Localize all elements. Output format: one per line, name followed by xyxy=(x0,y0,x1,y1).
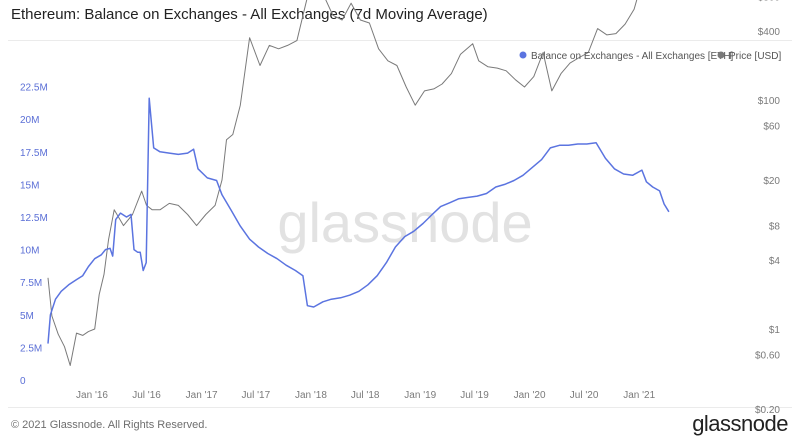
legend-marker-price xyxy=(717,51,725,59)
y-left-tick-label: 7.5M xyxy=(20,278,42,289)
y-left-tick-label: 12.5M xyxy=(20,213,48,224)
chart-title: Ethereum: Balance on Exchanges - All Exc… xyxy=(11,6,488,23)
x-tick-label: Jul '16 xyxy=(132,390,161,401)
y-left-tick-label: 17.5M xyxy=(20,148,48,159)
y-left-tick-label: 2.5M xyxy=(20,343,42,354)
footer-copyright: © 2021 Glassnode. All Rights Reserved. xyxy=(11,419,208,431)
legend-label-balance: Balance on Exchanges - All Exchanges [ET… xyxy=(531,51,734,62)
y-right-tick-label: $8 xyxy=(769,222,781,233)
y-left-tick-label: 5M xyxy=(20,311,34,322)
y-right-tick-label: $20 xyxy=(763,176,780,187)
y-left-tick-label: 22.5M xyxy=(20,83,48,94)
footer-brand-logo[interactable]: glassnode xyxy=(692,411,788,436)
y-right-tick-label: $4 xyxy=(769,256,781,267)
watermark: glassnode xyxy=(277,191,532,254)
left-axis: 0 2.5M 5M 7.5M 10M 12.5M 15M 17.5M 20M 22.5M xyxy=(20,83,48,387)
series-line-balance xyxy=(47,97,670,344)
legend: Balance on Exchanges - All Exchanges [ET… xyxy=(519,51,781,62)
legend-marker-balance xyxy=(519,51,527,59)
x-axis: Jan '16 Jul '16 Jan '17 Jul '17 Jan '18 Jul '… xyxy=(76,390,656,401)
y-right-tick-label: $100 xyxy=(758,96,781,107)
x-tick-label: Jul '17 xyxy=(242,390,271,401)
y-left-tick-label: 20M xyxy=(20,115,39,126)
x-tick-label: Jan '17 xyxy=(186,390,218,401)
y-left-tick-label: 10M xyxy=(20,246,39,257)
x-tick-label: Jan '21 xyxy=(623,390,655,401)
chart-frame xyxy=(8,40,792,408)
y-right-tick-label: $1 xyxy=(769,325,781,336)
series-line-price xyxy=(47,0,638,366)
legend-label-price: Price [USD] xyxy=(729,51,781,62)
x-tick-label: Jan '18 xyxy=(295,390,327,401)
x-tick-label: Jul '20 xyxy=(570,390,599,401)
y-right-tick-label: $400 xyxy=(758,27,781,38)
x-tick-label: Jan '20 xyxy=(514,390,546,401)
y-left-tick-label: 15M xyxy=(20,180,39,191)
y-right-tick-label: $800 xyxy=(758,0,781,4)
x-tick-label: Jan '16 xyxy=(76,390,108,401)
y-right-tick-label: $0.20 xyxy=(755,405,780,416)
y-right-tick-label: $0.60 xyxy=(755,350,780,361)
x-tick-label: Jan '19 xyxy=(404,390,436,401)
y-left-tick-label: 0 xyxy=(20,376,26,387)
y-right-tick-label: $60 xyxy=(763,121,780,132)
x-tick-label: Jul '18 xyxy=(351,390,380,401)
right-axis: $0.20$0.60$1$4$8$20$60$100$400$800$2k$6k xyxy=(755,0,781,416)
x-tick-label: Jul '19 xyxy=(460,390,489,401)
